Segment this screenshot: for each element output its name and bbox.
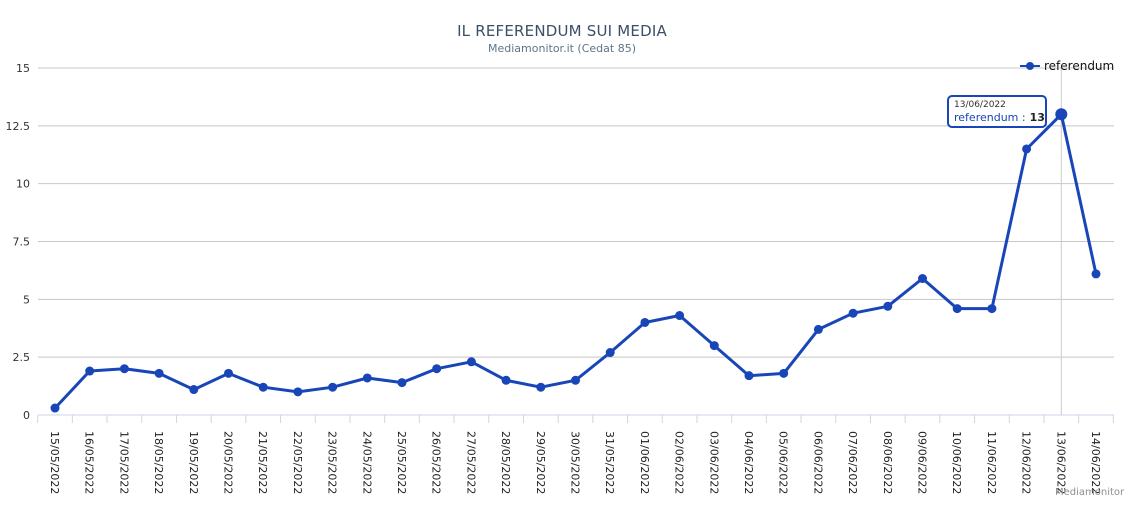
x-tick-label: 19/05/2022: [187, 431, 200, 494]
x-axis: 15/05/2022 16/05/2022 17/05/2022 18/05/2022…: [37, 414, 1114, 494]
x-tick-label: 10/06/2022: [950, 431, 963, 494]
x-tick-label: 29/05/2022: [534, 431, 547, 494]
x-tick-label: 18/05/2022: [152, 431, 165, 494]
x-tick-label: 27/05/2022: [464, 431, 477, 494]
x-tick-label: 26/05/2022: [430, 431, 443, 494]
data-point: [50, 403, 60, 413]
chart-title: IL REFERENDUM SUI MEDIA: [457, 22, 667, 40]
data-point: [258, 382, 268, 392]
y-tick-label: 0: [23, 409, 30, 422]
x-tick-label: 01/06/2022: [638, 431, 651, 494]
data-point: [293, 387, 303, 397]
x-tick-label: 11/06/2022: [985, 431, 998, 494]
x-tick-label: 06/06/2022: [811, 431, 824, 494]
series-line: [53, 112, 1098, 410]
y-axis-labels: 0 2.5 5 7.5 10 12.5 15: [6, 62, 31, 422]
y-tick-label: 10: [16, 178, 30, 191]
credits-link[interactable]: Mediamonitor: [1055, 487, 1125, 498]
data-point: [952, 304, 962, 314]
x-tick-label: 02/06/2022: [673, 431, 686, 494]
data-point: [85, 366, 95, 376]
data-point: [918, 274, 927, 284]
x-tick-label: 04/06/2022: [742, 431, 755, 494]
data-point: [466, 357, 476, 367]
data-point: [536, 382, 546, 392]
data-point: [189, 385, 199, 395]
data-point: [883, 301, 893, 311]
y-tick-label: 7.5: [13, 236, 31, 249]
legend[interactable]: referendum: [1020, 59, 1114, 73]
data-point: [224, 368, 233, 378]
legend-dot: [1026, 62, 1034, 70]
x-tick-label: 15/05/2022: [48, 431, 61, 494]
x-tick-label: 03/06/2022: [707, 431, 720, 494]
tooltip: 13/06/2022 referendum :13: [947, 95, 1047, 128]
legend-marker-icon: [1020, 60, 1040, 72]
tooltip-value: 13: [1029, 111, 1045, 124]
data-point: [154, 368, 164, 378]
x-tick-label: 14/06/2022: [1089, 431, 1102, 494]
data-point: [813, 324, 823, 334]
tooltip-date: 13/06/2022: [954, 100, 1006, 110]
tooltip-row: referendum :13: [954, 111, 1045, 125]
tooltip-series-label: referendum :: [954, 111, 1026, 124]
data-point: [640, 317, 650, 327]
y-tick-label: 2.5: [13, 351, 31, 364]
x-tick-label: 31/05/2022: [603, 431, 616, 494]
y-tick-label: 12.5: [6, 120, 31, 133]
data-point: [709, 341, 719, 351]
x-tick-label: 08/06/2022: [881, 431, 894, 494]
x-tick-label: 23/05/2022: [326, 431, 339, 494]
series-referendum[interactable]: [50, 108, 1101, 413]
x-tick-label: 07/06/2022: [846, 431, 859, 494]
data-point: [779, 368, 789, 378]
data-point: [571, 375, 580, 385]
x-tick-label: 25/05/2022: [395, 431, 408, 494]
x-tick-label: 16/05/2022: [83, 431, 96, 494]
data-point: [987, 304, 997, 314]
x-tick-label: 12/06/2022: [1020, 431, 1033, 494]
data-point: [432, 364, 442, 374]
x-tick-label: 09/06/2022: [916, 431, 929, 494]
grid-lines: [38, 67, 1114, 358]
legend-label[interactable]: referendum: [1044, 59, 1115, 73]
data-point: [119, 364, 129, 374]
data-point: [397, 378, 407, 388]
data-point: [328, 382, 338, 392]
x-tick-label: 17/05/2022: [117, 431, 130, 494]
data-point: [605, 348, 615, 358]
data-point: [744, 371, 754, 381]
chart-subtitle: Mediamonitor.it (Cedat 85): [488, 42, 636, 55]
x-tick-label: 13/06/2022: [1054, 431, 1067, 494]
x-tick-label: 20/05/2022: [222, 431, 235, 494]
y-tick-label: 5: [23, 293, 30, 306]
data-point: [1022, 144, 1032, 154]
x-tick-label: 28/05/2022: [499, 431, 512, 494]
data-point: [675, 311, 685, 321]
data-point: [848, 308, 858, 318]
x-tick-label: 30/05/2022: [569, 431, 582, 494]
data-point: [501, 375, 511, 385]
data-point: [1091, 269, 1101, 279]
x-tick-label: 24/05/2022: [360, 431, 373, 494]
y-tick-label: 15: [16, 62, 30, 75]
x-tick-label: 21/05/2022: [256, 431, 269, 494]
data-point: [1055, 108, 1068, 121]
x-tick-label: 22/05/2022: [291, 431, 304, 494]
data-point: [362, 373, 372, 383]
x-tick-label: 05/06/2022: [777, 431, 790, 494]
